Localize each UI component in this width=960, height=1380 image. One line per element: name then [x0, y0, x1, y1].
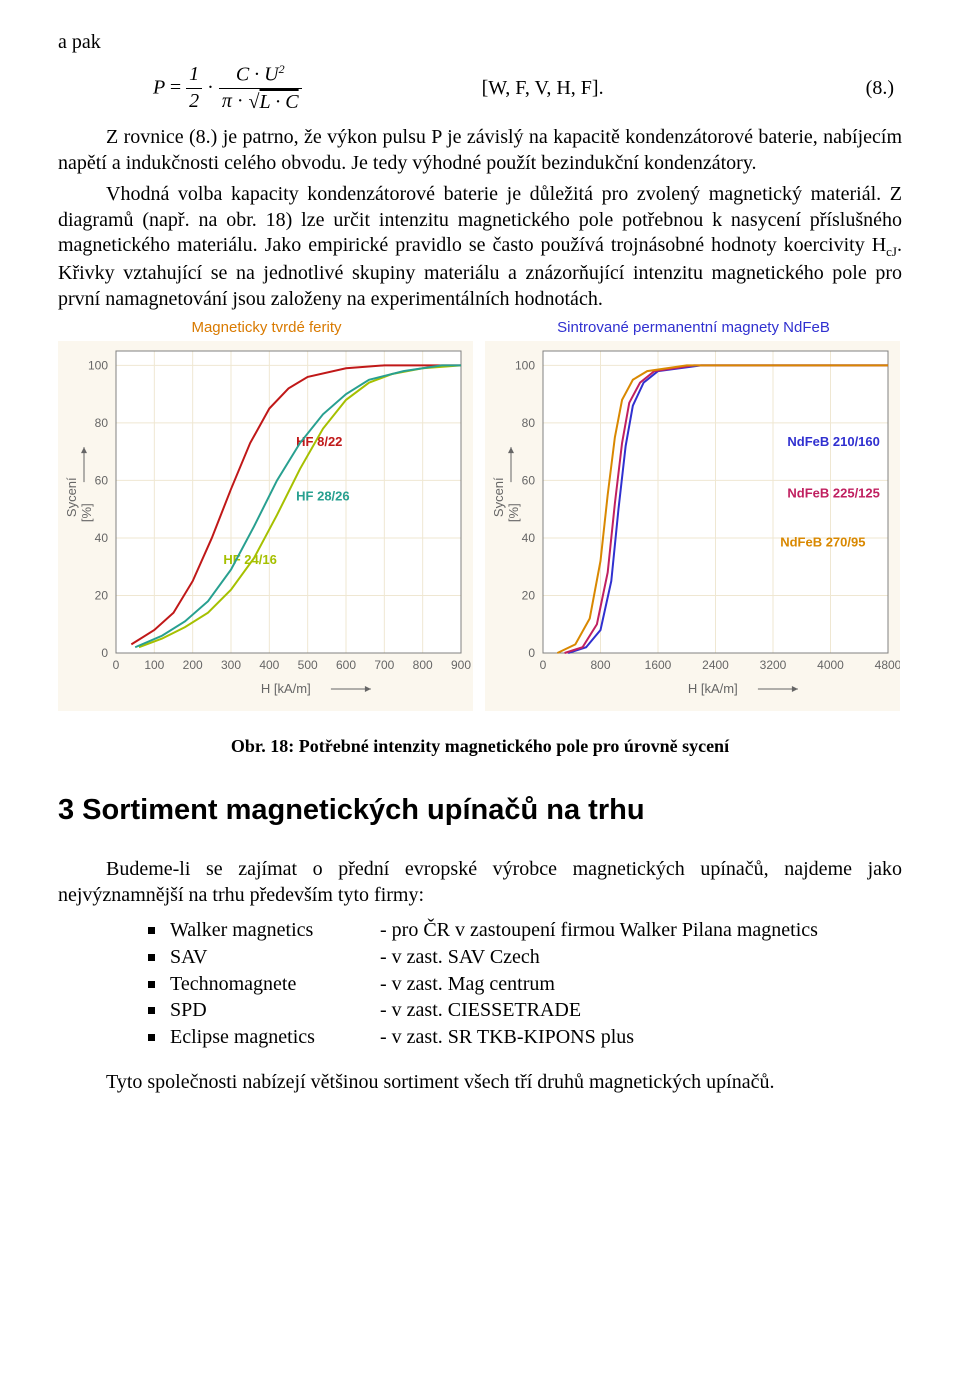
list-item-desc: - v zast. CIESSETRADE — [380, 998, 581, 1024]
chart-left-box: Magneticky tvrdé ferity 0100200300400500… — [58, 318, 475, 719]
svg-text:100: 100 — [88, 359, 108, 373]
svg-text:800: 800 — [413, 658, 433, 672]
list-item-desc: - v zast. SR TKB-KIPONS plus — [380, 1025, 634, 1051]
svg-text:4000: 4000 — [817, 658, 844, 672]
list-item: Technomagnete- v zast. Mag centrum — [148, 972, 902, 998]
svg-text:1600: 1600 — [645, 658, 672, 672]
svg-text:300: 300 — [221, 658, 241, 672]
svg-text:20: 20 — [522, 589, 536, 603]
list-item-desc: - pro ČR v zastoupení firmou Walker Pila… — [380, 918, 818, 944]
chart-right-title: Sintrované permanentní magnety NdFeB — [485, 318, 902, 337]
svg-text:100: 100 — [515, 359, 535, 373]
list-item-name: Technomagnete — [170, 972, 380, 998]
svg-text:20: 20 — [95, 589, 109, 603]
svg-text:HF 24/16: HF 24/16 — [223, 552, 276, 567]
intro-apak: a pak — [58, 30, 902, 56]
svg-text:600: 600 — [336, 658, 356, 672]
rhs-pi: π — [222, 90, 232, 112]
svg-text:NdFeB 270/95: NdFeB 270/95 — [780, 535, 865, 550]
chart-left-title: Magneticky tvrdé ferity — [58, 318, 475, 337]
list-item: SAV- v zast. SAV Czech — [148, 945, 902, 971]
paragraph-4: Tyto společnosti nabízejí většinou sorti… — [58, 1070, 902, 1096]
formula-units: [W, F, V, H, F]. — [302, 76, 866, 102]
svg-text:40: 40 — [95, 531, 109, 545]
svg-text:200: 200 — [183, 658, 203, 672]
list-item: Walker magnetics- pro ČR v zastoupení fi… — [148, 918, 902, 944]
rhs-sqrt: L · C — [260, 91, 299, 113]
paragraph-1: Z rovnice (8.) je patrno, že výkon pulsu… — [58, 125, 902, 176]
list-item-name: SPD — [170, 998, 380, 1024]
chart-right-svg: 0 800 1600 2400 3200 4000 4800 0 20 40 60 80 100 NdFe… — [485, 341, 900, 711]
list-item-name: SAV — [170, 945, 380, 971]
svg-text:0: 0 — [540, 658, 547, 672]
svg-text:400: 400 — [259, 658, 279, 672]
formula: P = 12 · C · U2 π · √L · C — [58, 62, 302, 115]
section-heading: 3 Sortiment magnetických upínačů na trhu — [58, 792, 902, 829]
list-item-name: Eclipse magnetics — [170, 1025, 380, 1051]
svg-text:H [kA/m]: H [kA/m] — [688, 681, 738, 696]
chart-right-box: Sintrované permanentní magnety NdFeB 0 80… — [485, 318, 902, 719]
charts-row: Magneticky tvrdé ferity 0100200300400500… — [58, 318, 902, 719]
formula-lhs: P — [153, 76, 165, 98]
svg-text:900: 900 — [451, 658, 471, 672]
svg-text:2400: 2400 — [702, 658, 729, 672]
chart-left-svg: 0 100 200 300 400 500 600 700 800 900 0 20 40 60 80 100… — [58, 341, 473, 711]
list-item-desc: - v zast. Mag centrum — [380, 972, 555, 998]
paragraph-2: Vhodná volba kapacity kondenzátorové bat… — [58, 182, 902, 312]
svg-text:60: 60 — [95, 474, 109, 488]
svg-text:40: 40 — [522, 531, 536, 545]
svg-text:[%]: [%] — [506, 504, 521, 523]
list-item: Eclipse magnetics- v zast. SR TKB-KIPONS… — [148, 1025, 902, 1051]
svg-text:80: 80 — [95, 416, 109, 430]
svg-text:Sycení: Sycení — [491, 477, 506, 517]
para2-a: Vhodná volba kapacity kondenzátorové bat… — [58, 183, 902, 256]
list-item: SPD- v zast. CIESSETRADE — [148, 998, 902, 1024]
svg-text:0: 0 — [101, 646, 108, 660]
svg-text:HF 28/26: HF 28/26 — [296, 489, 349, 504]
svg-text:60: 60 — [522, 474, 536, 488]
formula-row: P = 12 · C · U2 π · √L · C [W, F, V, H, … — [58, 62, 902, 115]
company-list: Walker magnetics- pro ČR v zastoupení fi… — [58, 918, 902, 1050]
rhs-exp: 2 — [279, 62, 285, 76]
svg-text:H [kA/m]: H [kA/m] — [261, 681, 311, 696]
svg-text:100: 100 — [144, 658, 164, 672]
formula-eqnum: (8.) — [866, 76, 902, 102]
svg-text:Sycení: Sycení — [64, 477, 79, 517]
frac-den-1: 2 — [186, 89, 202, 115]
paragraph-3: Budeme-li se zajímat o přední evropské v… — [58, 857, 902, 908]
svg-text:NdFeB 210/160: NdFeB 210/160 — [787, 434, 880, 449]
svg-text:[%]: [%] — [79, 504, 94, 523]
svg-text:3200: 3200 — [760, 658, 787, 672]
svg-text:0: 0 — [113, 658, 120, 672]
figure-caption: Obr. 18: Potřebné intenzity magnetického… — [58, 735, 902, 758]
svg-text:500: 500 — [298, 658, 318, 672]
rhs-num: C · U — [236, 63, 279, 85]
list-item-name: Walker magnetics — [170, 918, 380, 944]
svg-text:80: 80 — [522, 416, 536, 430]
svg-text:0: 0 — [528, 646, 535, 660]
frac-num-1: 1 — [186, 62, 202, 89]
svg-text:NdFeB 225/125: NdFeB 225/125 — [787, 486, 880, 501]
para2-sub: cJ — [886, 244, 897, 259]
list-item-desc: - v zast. SAV Czech — [380, 945, 540, 971]
svg-text:800: 800 — [590, 658, 610, 672]
svg-text:700: 700 — [374, 658, 394, 672]
svg-text:4800: 4800 — [875, 658, 900, 672]
